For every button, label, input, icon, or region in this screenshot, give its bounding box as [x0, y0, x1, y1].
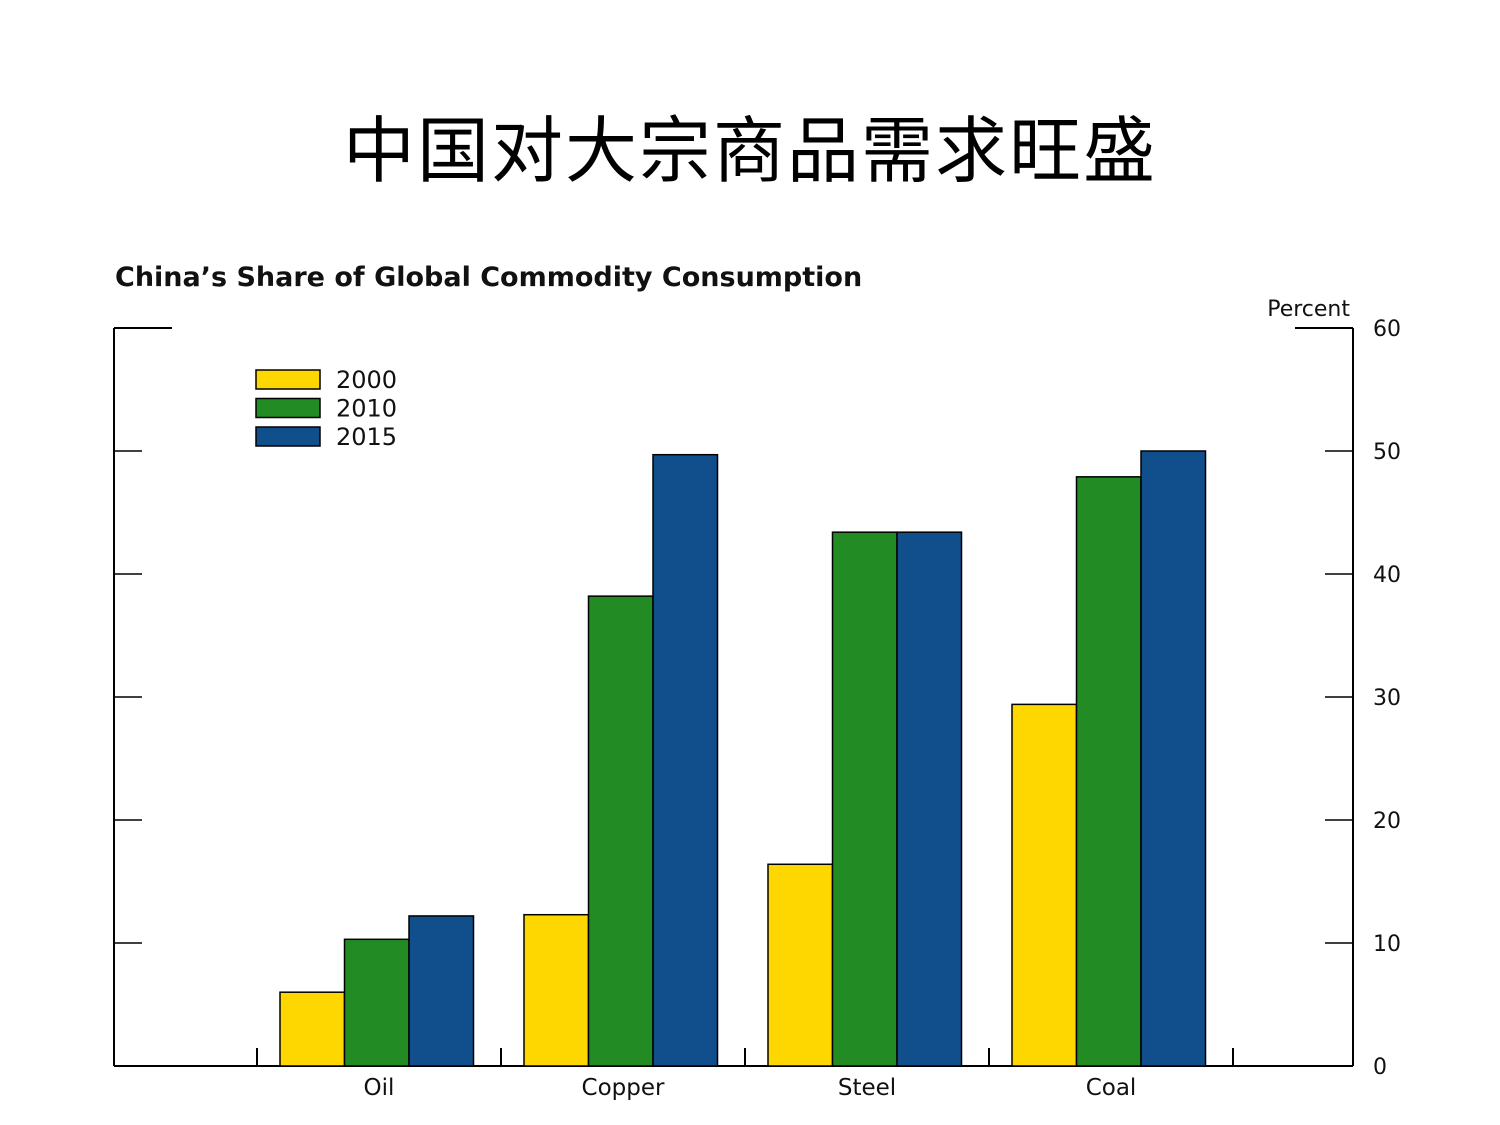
- bar-2000-steel: [767, 863, 834, 1067]
- y-tick-label: 30: [1373, 686, 1401, 711]
- bar-2000-oil: [279, 991, 346, 1067]
- legend-swatch-2010: [255, 397, 321, 419]
- x-category-label: Coal: [1086, 1075, 1137, 1101]
- legend-swatch-2015: [255, 426, 321, 447]
- bars-group: [279, 450, 1207, 1067]
- y-tick-label: 10: [1373, 932, 1401, 957]
- bar-2015-oil: [408, 915, 475, 1067]
- bar-2010-coal: [1075, 476, 1142, 1067]
- chart-title: China’s Share of Global Commodity Consum…: [115, 262, 863, 293]
- axes-group: 0 10 20 30 40 50 60 Oil Copper Steel Coal: [114, 317, 1401, 1101]
- y-tick-label: 0: [1373, 1055, 1387, 1080]
- y-axis-unit-label: Percent: [1267, 297, 1350, 322]
- y-tick-label: 60: [1373, 317, 1401, 342]
- x-category-label: Oil: [364, 1075, 395, 1101]
- y-tick-label: 20: [1373, 809, 1401, 834]
- legend-label-2010: 2010: [336, 395, 397, 423]
- y-tick-label: 50: [1373, 440, 1401, 465]
- x-category-label: Copper: [582, 1075, 665, 1101]
- bar-2010-copper: [587, 595, 654, 1067]
- bar-2000-copper: [523, 913, 590, 1067]
- bar-2010-steel: [831, 531, 898, 1067]
- bar-2010-oil: [343, 938, 410, 1067]
- slide-title: 中国对大宗商品需求旺盛: [342, 109, 1157, 193]
- legend-swatch-2000: [255, 369, 321, 390]
- bar-2000-coal: [1011, 703, 1078, 1067]
- bar-2015-copper: [652, 453, 719, 1067]
- x-category-label: Steel: [838, 1075, 896, 1101]
- legend-label-2015: 2015: [336, 423, 397, 451]
- bar-2015-steel: [896, 531, 963, 1067]
- legend-label-2000: 2000: [336, 366, 397, 394]
- bar-2015-coal: [1140, 450, 1207, 1067]
- y-tick-label: 40: [1373, 563, 1401, 588]
